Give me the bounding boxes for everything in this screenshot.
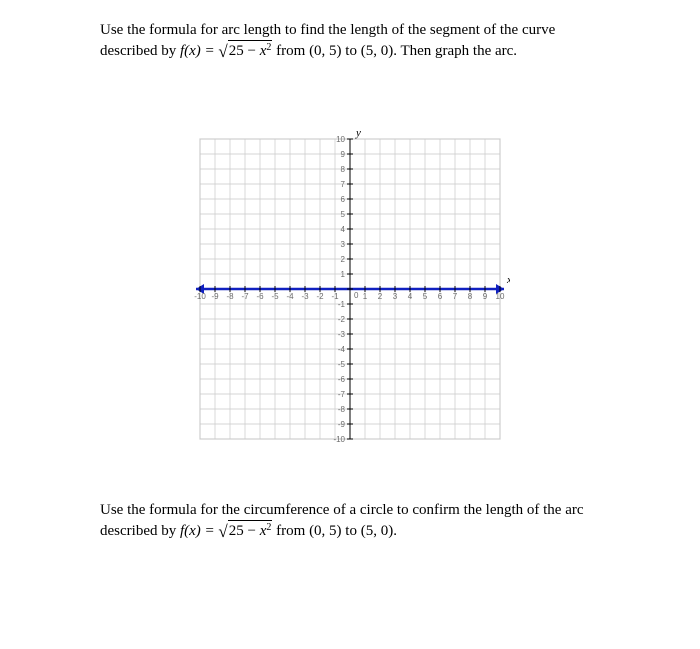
- svg-text:-3: -3: [301, 292, 309, 301]
- svg-text:-5: -5: [271, 292, 279, 301]
- svg-text:2: 2: [341, 255, 346, 264]
- svg-text:4: 4: [341, 225, 346, 234]
- problem1-line1: Use the formula for arc length to find t…: [100, 20, 672, 40]
- svg-text:-3: -3: [338, 330, 346, 339]
- svg-text:8: 8: [341, 165, 346, 174]
- svg-text:9: 9: [341, 150, 346, 159]
- svg-text:-6: -6: [338, 375, 346, 384]
- svg-text:8: 8: [468, 292, 473, 301]
- svg-text:-10: -10: [194, 292, 206, 301]
- svg-text:-7: -7: [241, 292, 249, 301]
- svg-text:10: 10: [496, 292, 505, 301]
- svg-text:10: 10: [336, 135, 345, 144]
- svg-text:-2: -2: [316, 292, 324, 301]
- svg-text:-9: -9: [338, 420, 346, 429]
- svg-text:6: 6: [341, 195, 346, 204]
- svg-text:-8: -8: [226, 292, 234, 301]
- svg-text:-8: -8: [338, 405, 346, 414]
- svg-text:-4: -4: [338, 345, 346, 354]
- svg-text:4: 4: [408, 292, 413, 301]
- svg-text:7: 7: [453, 292, 458, 301]
- sqrt-icon: √: [218, 42, 227, 61]
- coordinate-grid: -10-9-8-7-6-5-4-3-2-1012345678910-10-9-8…: [190, 129, 510, 449]
- p1-radicand: 25 − x2: [228, 40, 273, 61]
- p1-prefix: described by: [100, 43, 180, 59]
- svg-text:-4: -4: [286, 292, 294, 301]
- svg-text:5: 5: [423, 292, 428, 301]
- p2-radicand: 25 − x2: [228, 520, 273, 541]
- svg-text:-7: -7: [338, 390, 346, 399]
- svg-text:0: 0: [354, 291, 359, 300]
- svg-text:y: y: [355, 129, 361, 139]
- p1-suffix: from (0, 5) to (5, 0). Then graph the ar…: [276, 43, 517, 59]
- svg-text:1: 1: [363, 292, 368, 301]
- svg-text:-1: -1: [338, 300, 346, 309]
- svg-text:2: 2: [378, 292, 383, 301]
- svg-text:9: 9: [483, 292, 488, 301]
- svg-text:-9: -9: [211, 292, 219, 301]
- svg-text:1: 1: [341, 270, 346, 279]
- problem1-line2: described by f(x) = √25 − x2 from (0, 5)…: [100, 40, 672, 64]
- p2-suffix: from (0, 5) to (5, 0).: [276, 523, 397, 539]
- p1-func: f(x) =: [180, 43, 218, 59]
- svg-text:-5: -5: [338, 360, 346, 369]
- problem2-line2: described by f(x) = √25 − x2 from (0, 5)…: [100, 520, 672, 544]
- svg-text:7: 7: [341, 180, 346, 189]
- svg-text:5: 5: [341, 210, 346, 219]
- p2-func: f(x) =: [180, 523, 218, 539]
- svg-text:-2: -2: [338, 315, 346, 324]
- sqrt-icon-2: √: [218, 522, 227, 541]
- svg-text:x: x: [506, 274, 510, 286]
- problem2-line1: Use the formula for the circumference of…: [100, 500, 672, 520]
- svg-text:-10: -10: [333, 435, 345, 444]
- svg-text:6: 6: [438, 292, 443, 301]
- svg-text:-6: -6: [256, 292, 264, 301]
- svg-text:3: 3: [341, 240, 346, 249]
- p2-prefix: described by: [100, 523, 180, 539]
- svg-text:3: 3: [393, 292, 398, 301]
